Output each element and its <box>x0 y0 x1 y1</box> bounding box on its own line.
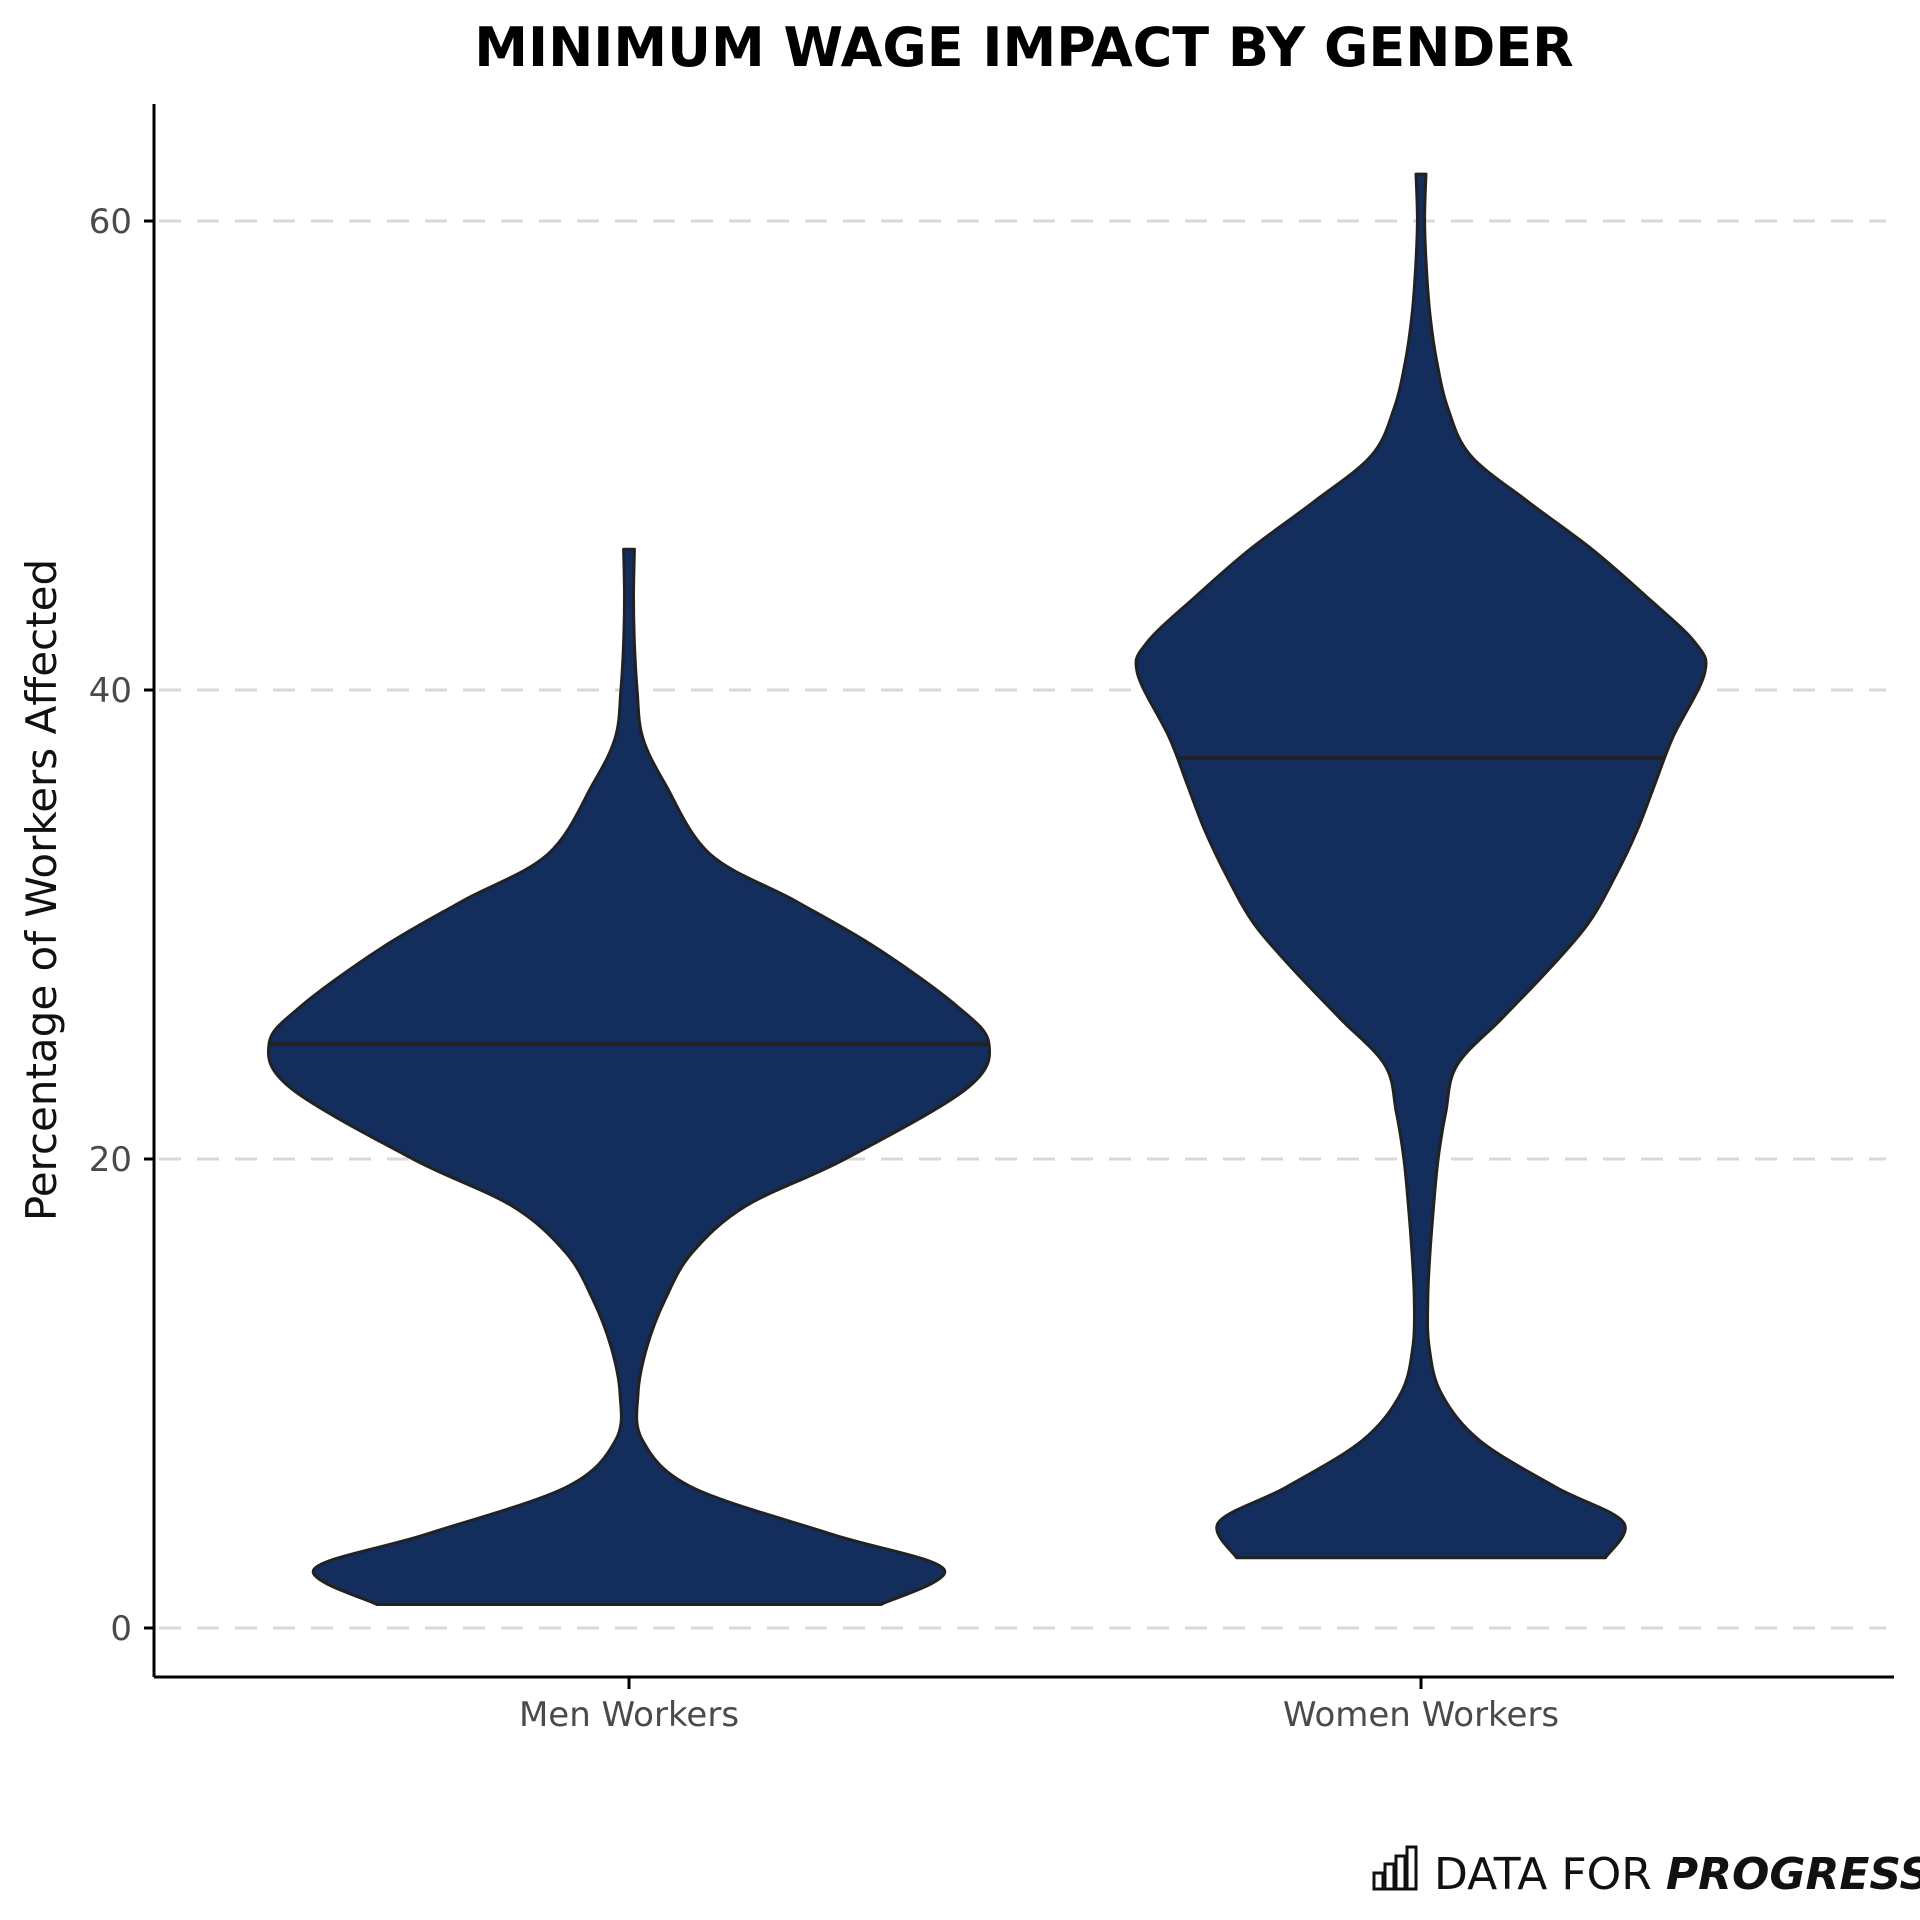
y-tick-label-20: 20 <box>89 1140 132 1180</box>
chart-title: MINIMUM WAGE IMPACT BY GENDER <box>474 16 1574 79</box>
y-tick-label-60: 60 <box>89 202 132 242</box>
brand-name-light: DATA FOR <box>1434 1849 1666 1900</box>
y-ticks: 0 20 40 60 <box>89 202 154 1649</box>
x-tick-label-women: Women Workers <box>1283 1695 1559 1735</box>
y-axis-label: Percentage of Workers Affected <box>17 559 66 1221</box>
svg-text:DATA FOR PROGRESS: DATA FOR PROGRESS <box>1434 1849 1920 1900</box>
violin-women <box>1134 172 1708 1560</box>
y-tick-label-40: 40 <box>89 671 132 711</box>
violin-men <box>267 547 991 1606</box>
violins <box>267 172 1708 1606</box>
x-tick-label-men: Men Workers <box>519 1695 739 1735</box>
brand-name-bold: PROGRESS <box>1666 1849 1920 1900</box>
y-tick-label-0: 0 <box>110 1609 132 1649</box>
brand-logo: DATA FOR PROGRESS <box>1372 1845 1920 1900</box>
x-ticks: Men Workers Women Workers <box>519 1677 1559 1735</box>
bar-chart-icon <box>1372 1845 1418 1891</box>
